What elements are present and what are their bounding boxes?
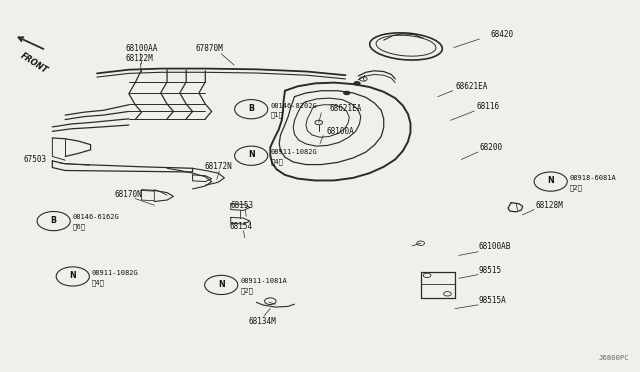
Text: 68134M: 68134M	[248, 317, 276, 326]
Text: 68100A: 68100A	[326, 127, 354, 136]
Text: 08918-6081A: 08918-6081A	[570, 175, 616, 181]
Text: 68420: 68420	[491, 30, 514, 39]
Text: 08146-8202G: 08146-8202G	[270, 103, 317, 109]
Text: 67503: 67503	[24, 155, 47, 164]
Text: 68621EA: 68621EA	[330, 104, 362, 113]
Text: N: N	[70, 271, 76, 280]
Text: （2）: （2）	[570, 184, 582, 191]
Text: （6）: （6）	[73, 224, 86, 230]
Text: J6800PC: J6800PC	[598, 355, 629, 361]
Text: N: N	[248, 151, 255, 160]
Text: 68100AB: 68100AB	[478, 243, 511, 251]
Circle shape	[344, 91, 350, 95]
Text: 68172N: 68172N	[204, 162, 232, 171]
Text: 68128M: 68128M	[536, 201, 563, 210]
Text: 68170N: 68170N	[115, 190, 143, 199]
Text: 68621EA: 68621EA	[455, 82, 488, 91]
Text: B: B	[248, 104, 254, 113]
Text: 68116: 68116	[476, 102, 499, 111]
Text: （2）: （2）	[241, 288, 253, 294]
Text: 98515: 98515	[478, 266, 501, 275]
Text: 67870M: 67870M	[196, 44, 223, 53]
Text: N: N	[547, 176, 554, 185]
Text: 08911-1081A: 08911-1081A	[241, 278, 287, 284]
Text: 68154: 68154	[230, 222, 253, 231]
Text: 08146-6162G: 08146-6162G	[73, 214, 120, 220]
Text: 08911-1082G: 08911-1082G	[270, 149, 317, 155]
Text: （4）: （4）	[92, 279, 105, 286]
Text: 08911-1082G: 08911-1082G	[92, 270, 139, 276]
Circle shape	[354, 81, 360, 85]
Text: （4）: （4）	[270, 158, 283, 165]
Text: 68122M: 68122M	[125, 54, 154, 63]
Text: FRONT: FRONT	[19, 51, 50, 76]
Text: B: B	[51, 216, 57, 225]
Text: 68153: 68153	[231, 201, 254, 210]
Text: （1）: （1）	[270, 112, 284, 118]
Text: 98515A: 98515A	[478, 296, 506, 305]
Text: 68200: 68200	[479, 144, 502, 153]
Text: 68100AA: 68100AA	[125, 44, 158, 53]
Text: N: N	[218, 280, 225, 289]
